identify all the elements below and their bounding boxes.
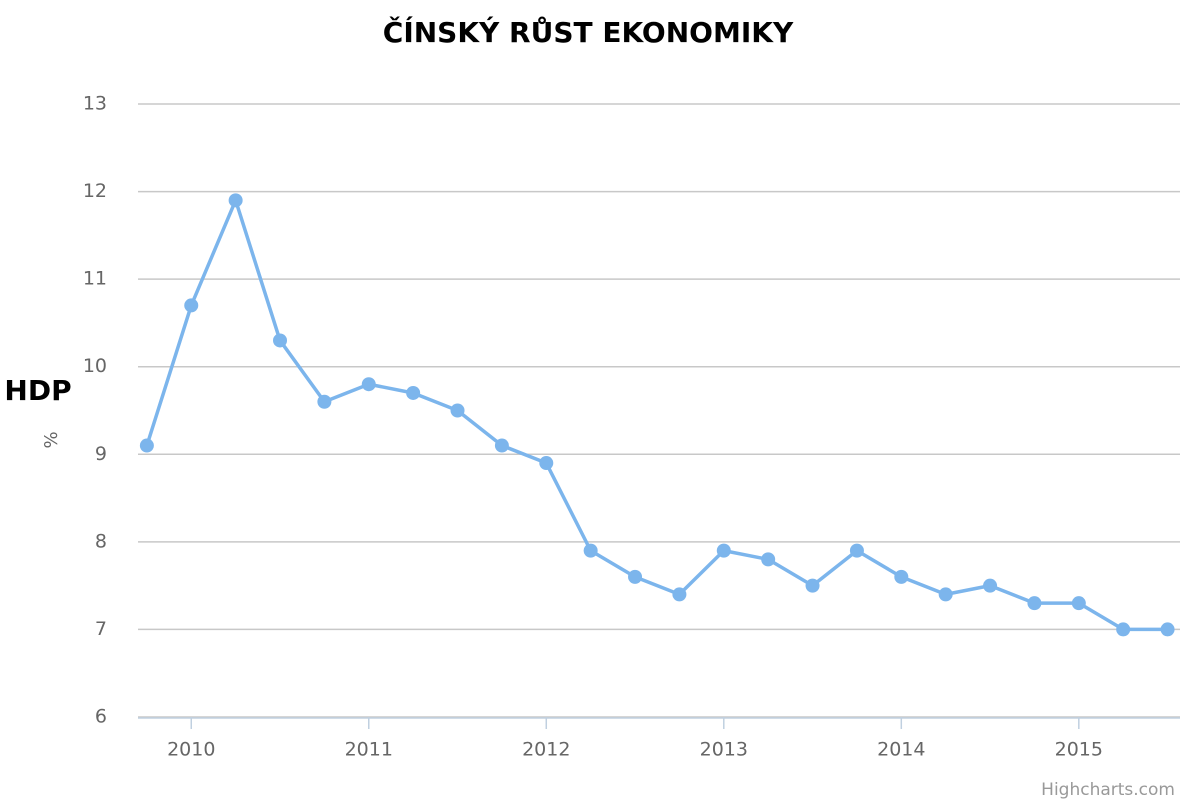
x-tick-label: 2014 [877,739,925,761]
point [139,438,154,453]
point [1071,596,1086,611]
point [805,578,820,593]
y-tick-label: 12 [83,180,107,202]
point [539,456,554,471]
x-tick-label: 2011 [345,739,393,761]
point [450,403,465,418]
point [273,333,288,348]
credits: Highcharts.com [1041,780,1175,800]
y-tick-label: 8 [95,530,107,552]
point [1027,596,1042,611]
point [716,543,731,558]
point [317,394,332,409]
y-tick-label: 11 [83,268,107,290]
x-tick-label: 2012 [522,739,570,761]
point [361,377,376,392]
y-axis-title: HDP [4,374,71,407]
x-tick-label: 2015 [1055,739,1103,761]
x-tick-label: 2013 [700,739,748,761]
point [938,587,953,602]
point [1160,622,1175,637]
point [406,385,421,400]
y-tick-label: 13 [83,93,107,115]
series-line [145,198,1168,632]
y-tick-label: 7 [95,618,107,640]
point [583,543,598,558]
point [983,578,998,593]
point [184,298,199,313]
point [894,569,909,584]
point [849,543,864,558]
point [761,552,776,567]
y-tick-label: 10 [83,355,107,377]
y-axis-unit: % [41,431,62,448]
y-tick-label: 9 [95,443,107,465]
point [494,438,509,453]
y-tick-label: 6 [95,706,107,728]
x-tick-label: 2010 [167,739,215,761]
point [672,587,687,602]
point [228,193,243,208]
point [628,569,643,584]
chart-title: ČÍNSKÝ RŮST EKONOMIKY [383,15,794,49]
point [1116,622,1131,637]
